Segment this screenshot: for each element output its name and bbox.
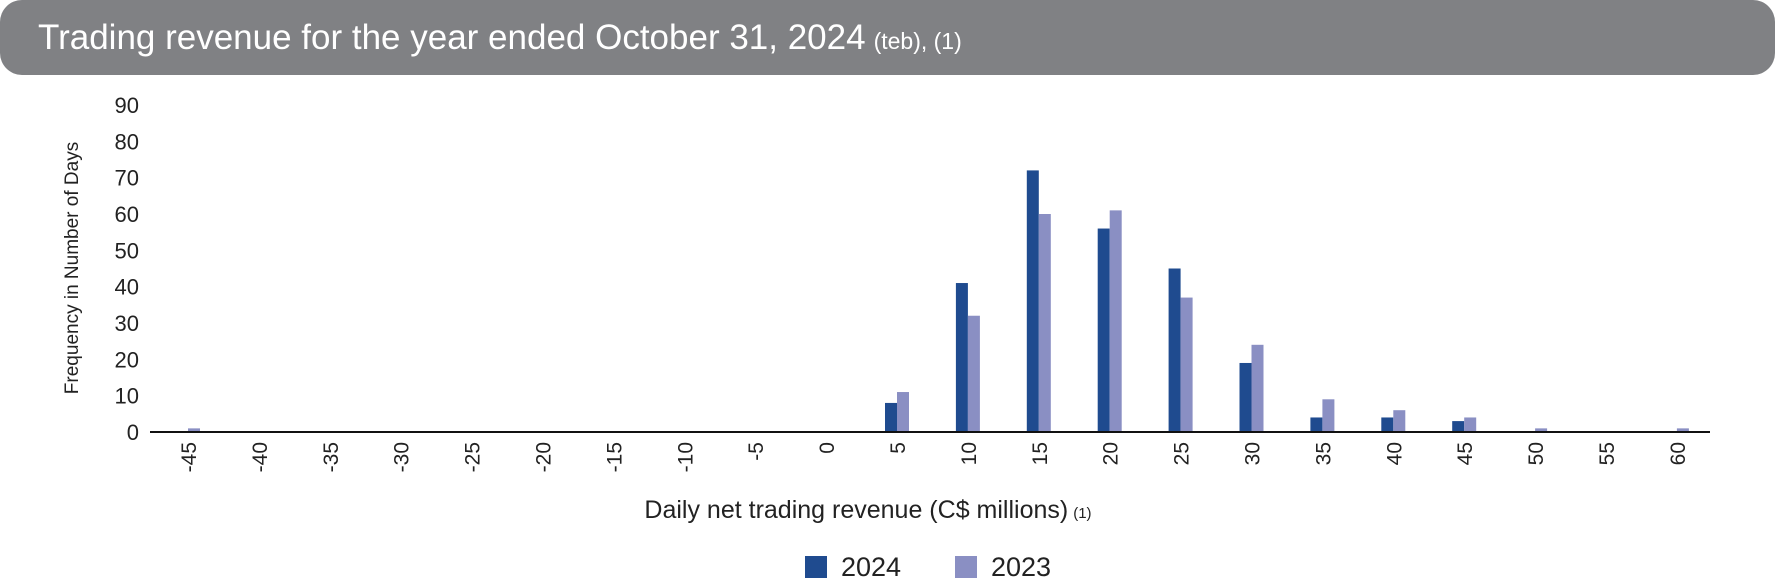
bar-2023-15 — [1038, 214, 1051, 432]
x-tick-label: 45 — [1454, 442, 1477, 465]
legend: 2024 2023 — [805, 552, 1051, 582]
legend-swatch-2024 — [805, 556, 827, 578]
x-tick-label: -10 — [674, 442, 697, 472]
y-tick-label: 90 — [115, 93, 139, 118]
bar-2024-15 — [1026, 170, 1039, 432]
y-tick-label: 80 — [115, 129, 139, 154]
x-tick-label: 60 — [1667, 442, 1690, 465]
bar-2023-5 — [897, 392, 909, 432]
y-tick-label: 40 — [115, 275, 139, 300]
x-tick-label: -35 — [320, 442, 343, 472]
x-tick-label: 5 — [887, 442, 910, 454]
y-axis-ticks: 0 10 20 30 40 50 60 70 80 90 — [115, 93, 139, 445]
bar-2024-20 — [1097, 228, 1110, 432]
x-tick-label: 55 — [1596, 442, 1619, 465]
bar-2024-30 — [1239, 362, 1252, 432]
chart-title: Trading revenue for the year ended Octob… — [38, 17, 866, 57]
x-tick-label: 35 — [1312, 442, 1335, 465]
bar-2024-45 — [1452, 421, 1465, 432]
y-tick-label: 50 — [115, 238, 139, 263]
x-tick-label: -15 — [603, 442, 626, 472]
x-axis-label: Daily net trading revenue (C$ millions) (… — [644, 496, 1091, 524]
x-tick-label: -45 — [178, 442, 201, 472]
bars — [188, 170, 1689, 432]
x-tick-label: -40 — [249, 442, 272, 472]
chart-title-bar: Trading revenue for the year ended Octob… — [0, 0, 1775, 75]
x-axis-label-text: Daily net trading revenue (C$ millions) — [644, 496, 1068, 524]
y-axis-label: Frequency in Number of Days — [62, 142, 83, 394]
bar-2023-50 — [1535, 428, 1548, 432]
y-tick-label: 30 — [115, 311, 139, 336]
bar-2024-35 — [1310, 417, 1323, 432]
bar-2023-35 — [1322, 399, 1335, 432]
x-tick-label: 50 — [1525, 442, 1548, 465]
bar-2023-40 — [1393, 410, 1406, 432]
x-tick-label: 20 — [1100, 442, 1123, 465]
bar-2024-10 — [955, 283, 968, 432]
bar-2024-5 — [885, 402, 897, 432]
bar-2023-10 — [967, 315, 980, 432]
legend-swatch-2023 — [955, 556, 977, 578]
x-tick-label: 30 — [1242, 442, 1265, 465]
bar-2023-45 — [1464, 417, 1477, 432]
x-tick-label: 0 — [816, 442, 839, 454]
y-tick-label: 60 — [115, 202, 139, 227]
bar-2024-25 — [1168, 268, 1181, 432]
bar-2023-60 — [1676, 428, 1689, 432]
x-tick-label: -30 — [391, 442, 414, 472]
x-axis-label-note: (1) — [1073, 505, 1091, 522]
x-tick-label: 15 — [1029, 442, 1052, 465]
y-tick-label: 10 — [115, 384, 139, 409]
chart-title-note: (teb), (1) — [873, 28, 962, 54]
x-tick-label: -25 — [462, 442, 485, 472]
bar-2023-30 — [1251, 344, 1264, 432]
x-tick-label: -5 — [745, 442, 768, 461]
x-tick-label: 40 — [1383, 442, 1406, 465]
x-tick-label: -20 — [533, 442, 556, 472]
legend-label-2024: 2024 — [841, 552, 901, 582]
bar-2023-20 — [1109, 210, 1122, 432]
legend-label-2023: 2023 — [991, 552, 1051, 582]
x-tick-label: 25 — [1171, 442, 1194, 465]
y-tick-label: 0 — [127, 420, 139, 445]
bar-2023-25 — [1180, 297, 1193, 432]
bar-2023--45 — [188, 428, 200, 432]
x-axis-ticks: -45 -40 -35 -30 -25 -20 -15 -10 -5 0 5 10 15 20 25 30 35… — [178, 442, 1690, 472]
x-tick-label: 10 — [958, 442, 981, 465]
bar-2024-40 — [1381, 417, 1394, 432]
y-tick-label: 20 — [115, 347, 139, 372]
y-tick-label: 70 — [115, 166, 139, 191]
